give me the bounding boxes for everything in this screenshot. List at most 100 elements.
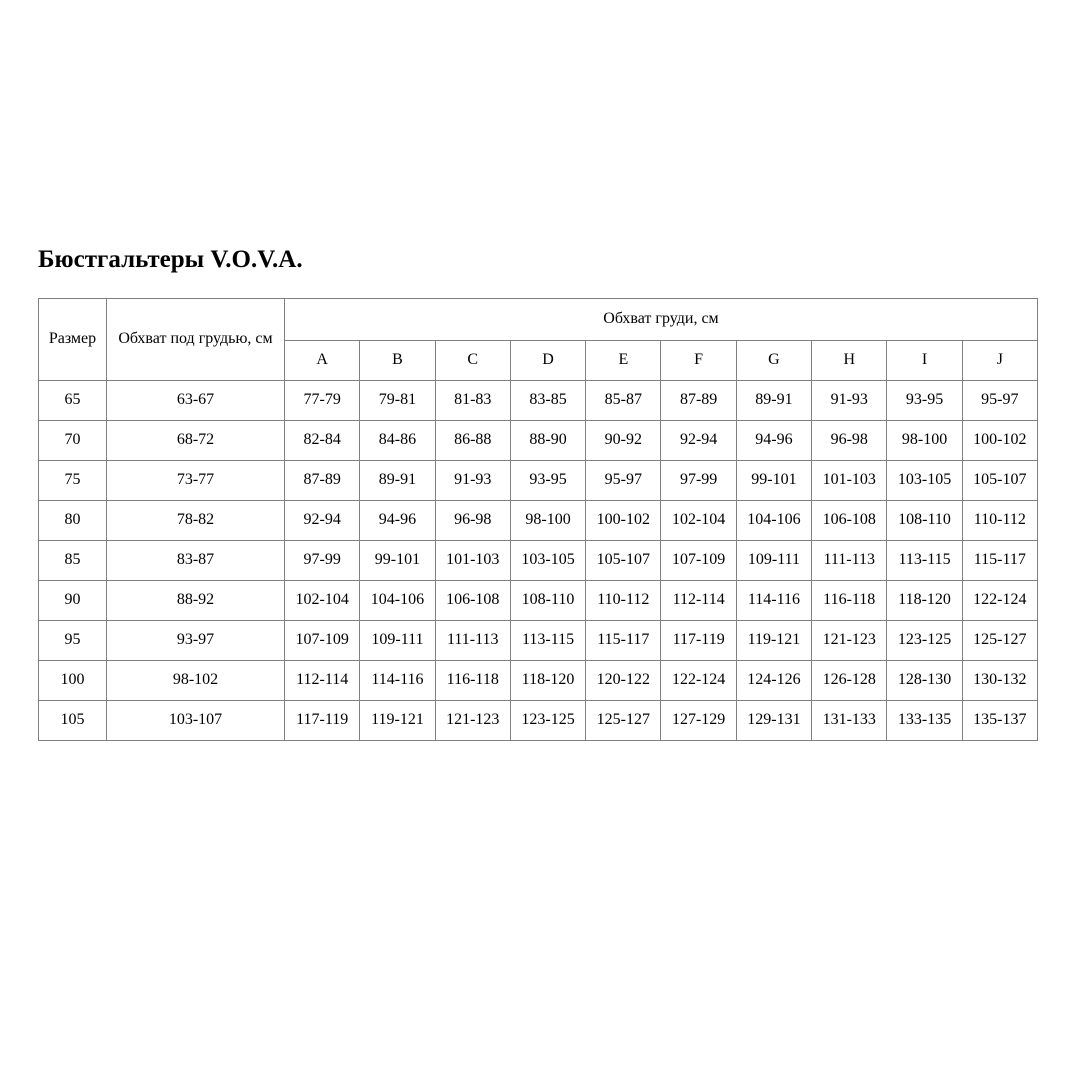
cup-range-cell: 88-90 <box>509 419 587 461</box>
cup-range-cell: 99-101 <box>735 459 813 501</box>
cup-range-cell: 109-111 <box>359 619 436 661</box>
cup-label-g: G <box>735 339 813 381</box>
table-row: 70 68-72 82-84 84-86 86-88 88-90 90-92 92-94 94-… <box>38 419 1039 461</box>
size-table-head: Размер Обхват под грудью, см Обхват груд… <box>38 297 1039 381</box>
cup-range-cell: 118-120 <box>509 659 587 701</box>
cup-range-cell: 98-100 <box>509 499 587 541</box>
size-cell: 90 <box>38 579 107 621</box>
size-header: Размер <box>38 297 107 381</box>
table-row: 85 83-87 97-99 99-101 101-103 103-105 105-107 1… <box>38 539 1039 581</box>
cup-range-cell: 93-95 <box>886 379 963 421</box>
cup-label-i: I <box>886 339 963 381</box>
cup-range-cell: 114-116 <box>359 659 436 701</box>
cup-range-cell: 114-116 <box>735 579 813 621</box>
cup-range-cell: 102-104 <box>283 579 361 621</box>
cup-range-cell: 87-89 <box>283 459 361 501</box>
size-table: Размер Обхват под грудью, см Обхват груд… <box>38 297 1039 741</box>
cup-range-cell: 101-103 <box>434 539 511 581</box>
cup-range-cell: 128-130 <box>886 659 963 701</box>
cup-range-cell: 102-104 <box>660 499 737 541</box>
underbust-cell: 73-77 <box>106 459 285 501</box>
cup-range-cell: 90-92 <box>585 419 662 461</box>
cup-range-cell: 123-125 <box>509 699 587 741</box>
cup-range-cell: 106-108 <box>434 579 511 621</box>
cup-range-cell: 118-120 <box>886 579 963 621</box>
table-row: 105 103-107 117-119 119-121 121-123 123-125 12… <box>38 699 1039 741</box>
cup-range-cell: 83-85 <box>509 379 587 421</box>
table-header-row-top: Размер Обхват под грудью, см Обхват груд… <box>38 297 1038 381</box>
cup-range-cell: 100-102 <box>585 499 662 541</box>
cup-range-cell: 121-123 <box>811 619 888 661</box>
cup-range-cell: 95-97 <box>961 379 1039 421</box>
cup-range-cell: 113-115 <box>886 539 963 581</box>
cup-range-cell: 99-101 <box>359 539 436 581</box>
cup-range-cell: 129-131 <box>735 699 813 741</box>
underbust-cell: 68-72 <box>106 419 285 461</box>
cup-range-cell: 121-123 <box>434 699 511 741</box>
cup-range-cell: 112-114 <box>660 579 737 621</box>
size-cell: 65 <box>38 379 107 421</box>
cup-range-cell: 100-102 <box>961 419 1039 461</box>
cup-range-cell: 96-98 <box>434 499 511 541</box>
cup-range-cell: 107-109 <box>660 539 737 581</box>
cup-range-cell: 93-95 <box>509 459 587 501</box>
cup-range-cell: 130-132 <box>961 659 1039 701</box>
cup-range-cell: 113-115 <box>509 619 587 661</box>
cup-range-cell: 105-107 <box>585 539 662 581</box>
cup-range-cell: 98-100 <box>886 419 963 461</box>
cup-range-cell: 122-124 <box>961 579 1039 621</box>
cup-range-cell: 133-135 <box>886 699 963 741</box>
cup-label-a: A <box>283 339 361 381</box>
cup-range-cell: 116-118 <box>811 579 888 621</box>
cup-label-b: B <box>359 339 436 381</box>
cup-range-cell: 117-119 <box>660 619 737 661</box>
table-header-row-cups: A B C D E F G H I J <box>39 339 1039 381</box>
cup-range-cell: 77-79 <box>283 379 361 421</box>
cup-label-d: D <box>509 339 587 381</box>
cup-range-cell: 96-98 <box>811 419 888 461</box>
cup-range-cell: 89-91 <box>359 459 436 501</box>
cup-range-cell: 103-105 <box>886 459 963 501</box>
cup-range-cell: 97-99 <box>283 539 361 581</box>
cup-range-cell: 119-121 <box>735 619 813 661</box>
cup-range-cell: 104-106 <box>735 499 813 541</box>
cup-range-cell: 108-110 <box>886 499 963 541</box>
cup-range-cell: 125-127 <box>585 699 662 741</box>
cup-range-cell: 110-112 <box>585 579 662 621</box>
cup-range-cell: 89-91 <box>735 379 813 421</box>
underbust-cell: 88-92 <box>106 579 285 621</box>
underbust-cell: 98-102 <box>106 659 285 701</box>
size-table-body: 65 63-67 77-79 79-81 81-83 83-85 85-87 87-89 89-… <box>38 379 1039 741</box>
size-cell: 70 <box>38 419 107 461</box>
cup-range-cell: 120-122 <box>585 659 662 701</box>
cup-range-cell: 103-105 <box>509 539 587 581</box>
cup-range-cell: 125-127 <box>961 619 1039 661</box>
cup-range-cell: 101-103 <box>811 459 888 501</box>
size-cell: 105 <box>38 699 107 741</box>
cup-range-cell: 126-128 <box>811 659 888 701</box>
cup-range-cell: 104-106 <box>359 579 436 621</box>
cup-range-cell: 87-89 <box>660 379 737 421</box>
cup-range-cell: 79-81 <box>359 379 436 421</box>
cup-range-cell: 110-112 <box>961 499 1039 541</box>
underbust-cell: 93-97 <box>106 619 285 661</box>
cup-range-cell: 105-107 <box>961 459 1039 501</box>
cup-range-cell: 94-96 <box>359 499 436 541</box>
cup-range-cell: 108-110 <box>509 579 587 621</box>
underbust-cell: 63-67 <box>106 379 285 421</box>
cup-label-c: C <box>434 339 511 381</box>
cup-range-cell: 116-118 <box>434 659 511 701</box>
table-row: 90 88-92 102-104 104-106 106-108 108-110 110-1… <box>38 579 1039 621</box>
cup-range-cell: 107-109 <box>283 619 361 661</box>
cup-range-cell: 92-94 <box>660 419 737 461</box>
size-cell: 80 <box>38 499 107 541</box>
underbust-cell: 78-82 <box>106 499 285 541</box>
cup-range-cell: 122-124 <box>660 659 737 701</box>
cup-range-cell: 94-96 <box>735 419 813 461</box>
cup-range-cell: 82-84 <box>283 419 361 461</box>
underbust-header: Обхват под грудью, см <box>106 297 285 381</box>
cup-range-cell: 111-113 <box>811 539 888 581</box>
cup-range-cell: 91-93 <box>434 459 511 501</box>
cup-range-cell: 135-137 <box>961 699 1039 741</box>
